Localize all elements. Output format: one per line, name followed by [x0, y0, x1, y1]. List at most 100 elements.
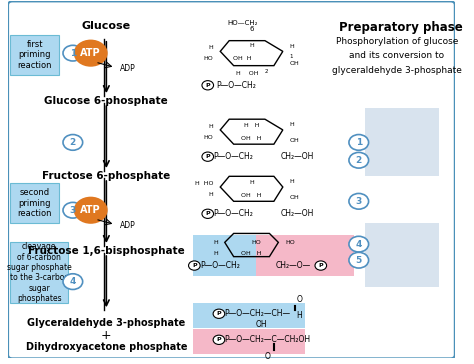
Text: Preparatory phase: Preparatory phase	[339, 21, 463, 34]
Text: P: P	[319, 263, 323, 268]
Text: P—O—CH₂: P—O—CH₂	[216, 81, 255, 90]
Circle shape	[74, 40, 108, 67]
Text: H   H: H H	[244, 123, 259, 128]
Text: 3: 3	[356, 197, 362, 206]
Text: H: H	[213, 240, 218, 245]
Text: H: H	[249, 180, 254, 185]
Circle shape	[63, 274, 82, 289]
Text: 6: 6	[249, 26, 254, 32]
FancyBboxPatch shape	[10, 242, 68, 303]
Text: 1: 1	[356, 138, 362, 147]
Text: HO: HO	[251, 240, 261, 245]
Text: P: P	[205, 154, 210, 159]
Text: P: P	[217, 337, 221, 342]
Text: OH: OH	[256, 320, 268, 329]
Text: cleavage
of 6-carbon
sugar phosphate
to the 3-carbon
sugar
phosphates: cleavage of 6-carbon sugar phosphate to …	[7, 242, 72, 303]
Text: Fructose 6-phosphate: Fructose 6-phosphate	[42, 171, 171, 181]
Text: O: O	[296, 295, 302, 304]
Text: O: O	[265, 352, 271, 361]
Text: H: H	[209, 124, 214, 129]
Text: H: H	[290, 122, 294, 127]
Text: H: H	[290, 44, 294, 48]
Text: P: P	[217, 311, 221, 316]
Text: P—O—CH₂: P—O—CH₂	[214, 209, 254, 218]
Text: and its conversion to: and its conversion to	[349, 51, 444, 60]
FancyBboxPatch shape	[10, 183, 59, 223]
FancyBboxPatch shape	[8, 1, 455, 359]
Text: Dihydroxyacetone phosphate: Dihydroxyacetone phosphate	[26, 342, 187, 352]
Text: H: H	[290, 179, 294, 184]
Text: OH   H: OH H	[241, 193, 262, 198]
Text: CH₂—OH: CH₂—OH	[281, 209, 314, 218]
Text: 1: 1	[290, 54, 293, 59]
Circle shape	[349, 193, 369, 209]
Text: HO—CH₂: HO—CH₂	[228, 20, 258, 26]
Text: first
priming
reaction: first priming reaction	[18, 40, 52, 70]
Text: H: H	[209, 192, 214, 197]
Circle shape	[315, 261, 327, 270]
Text: OH: OH	[290, 138, 299, 143]
Text: second
priming
reaction: second priming reaction	[18, 188, 52, 218]
Text: ATP: ATP	[81, 205, 101, 215]
Text: HO: HO	[204, 56, 214, 61]
Text: ATP: ATP	[81, 48, 101, 58]
Text: H: H	[249, 43, 254, 48]
Text: 5: 5	[356, 256, 362, 265]
Text: Glucose: Glucose	[82, 21, 131, 31]
Text: Phosphorylation of glucose: Phosphorylation of glucose	[336, 37, 458, 46]
FancyBboxPatch shape	[256, 235, 354, 276]
Text: H: H	[209, 45, 214, 50]
Circle shape	[63, 135, 82, 150]
Text: P: P	[192, 263, 197, 268]
Text: OH   H: OH H	[241, 250, 262, 256]
FancyBboxPatch shape	[193, 329, 305, 354]
Text: P—O—CH₂—C—CH₂OH: P—O—CH₂—C—CH₂OH	[225, 335, 311, 344]
Text: Glucose 6-phosphate: Glucose 6-phosphate	[45, 96, 168, 106]
FancyBboxPatch shape	[365, 223, 439, 287]
Text: H: H	[213, 250, 218, 256]
Text: 2: 2	[356, 156, 362, 165]
FancyBboxPatch shape	[10, 35, 59, 75]
Text: OH  H: OH H	[233, 56, 252, 61]
Text: P: P	[205, 83, 210, 88]
Text: HO: HO	[204, 135, 214, 139]
Text: CH₂—OH: CH₂—OH	[281, 152, 314, 161]
Text: P—O—CH₂: P—O—CH₂	[214, 152, 254, 161]
Text: H: H	[296, 311, 302, 320]
Text: 4: 4	[70, 277, 76, 286]
Circle shape	[202, 81, 214, 90]
Text: 1: 1	[70, 49, 76, 58]
Circle shape	[202, 152, 214, 161]
Text: 2: 2	[265, 69, 268, 74]
Circle shape	[63, 202, 82, 218]
FancyBboxPatch shape	[193, 235, 256, 276]
Text: ADP: ADP	[120, 221, 136, 230]
Text: P—O—CH₂: P—O—CH₂	[200, 261, 240, 270]
Text: 2: 2	[70, 138, 76, 147]
Text: HO: HO	[285, 240, 295, 245]
Circle shape	[213, 309, 225, 318]
Text: glyceraldehyde 3-phosphate: glyceraldehyde 3-phosphate	[332, 66, 462, 75]
Circle shape	[349, 153, 369, 168]
Text: OH: OH	[290, 62, 299, 66]
Text: +: +	[101, 329, 112, 342]
Circle shape	[349, 135, 369, 150]
Text: 3: 3	[70, 206, 76, 215]
Text: H    OH: H OH	[236, 71, 258, 76]
Text: OH: OH	[290, 195, 299, 200]
Text: Fructose 1,6-bisphosphate: Fructose 1,6-bisphosphate	[28, 246, 185, 256]
Text: OH   H: OH H	[241, 136, 262, 141]
Text: 4: 4	[356, 240, 362, 249]
FancyBboxPatch shape	[193, 303, 305, 328]
Text: P—O—CH₂—CH—: P—O—CH₂—CH—	[225, 309, 291, 318]
Circle shape	[349, 252, 369, 268]
Circle shape	[74, 197, 108, 224]
Text: ADP: ADP	[120, 64, 136, 74]
Circle shape	[349, 236, 369, 252]
Text: P: P	[205, 211, 210, 216]
Text: CH₂—O—: CH₂—O—	[276, 261, 311, 270]
Circle shape	[213, 335, 225, 344]
Circle shape	[63, 45, 82, 61]
FancyBboxPatch shape	[365, 108, 439, 176]
Circle shape	[202, 209, 214, 218]
